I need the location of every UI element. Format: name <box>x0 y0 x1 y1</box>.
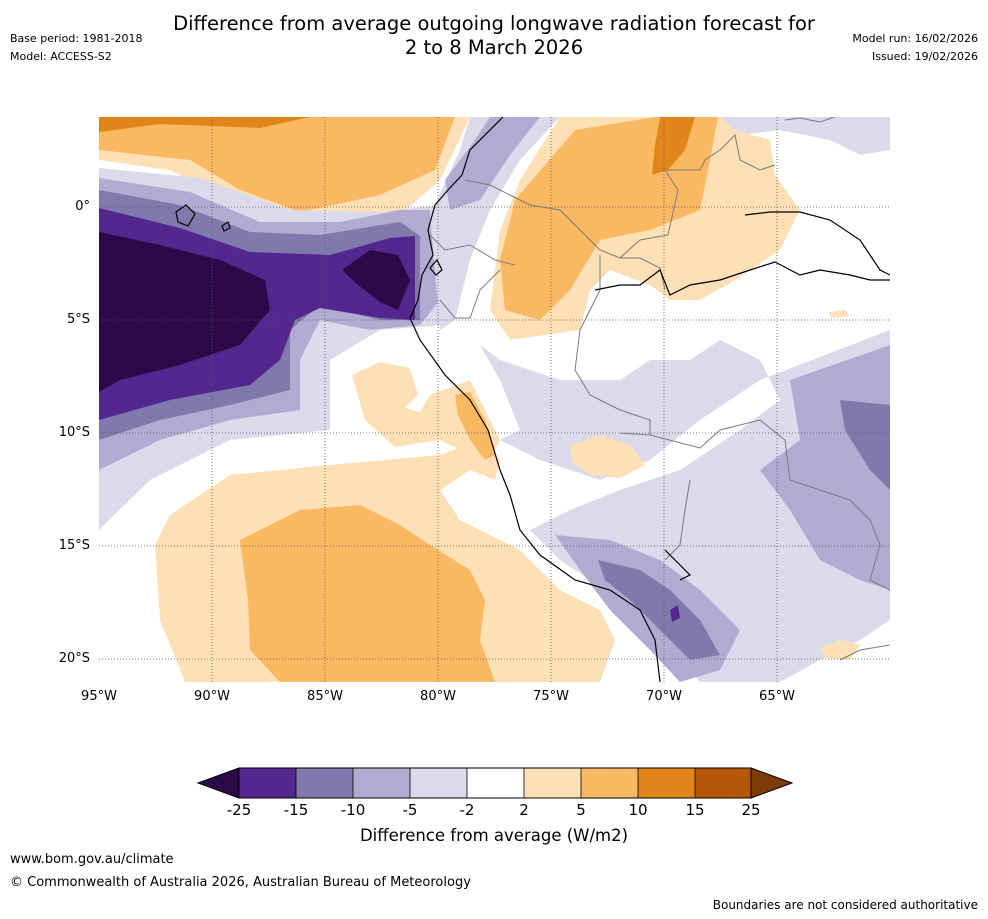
country-borders <box>429 117 890 661</box>
anomaly-region-amazon-warm-strong <box>652 117 695 175</box>
title-line-1: Difference from average outgoing longwav… <box>173 12 815 35</box>
lon-label-90w: 90°W <box>194 689 230 704</box>
issued-date: Issued: 19/02/2026 <box>871 50 978 63</box>
colorbar-tick: 10 <box>628 801 648 819</box>
anomaly-region-coastal-cool-extreme <box>342 250 410 310</box>
colorbar-bin-p15-p25 <box>695 768 751 798</box>
graticule <box>99 117 890 682</box>
anomaly-region-north-warm-strong <box>99 117 310 132</box>
colorbar-bin-p10-p15 <box>638 768 695 798</box>
colorbar-dividers <box>295 768 696 798</box>
lat-label-0: 0° <box>75 199 90 214</box>
colorbar-extend-right <box>750 767 794 799</box>
lon-label-85w: 85°W <box>307 689 343 704</box>
lat-label-20s: 20°S <box>58 651 90 666</box>
anomaly-region-east-cool-lightest <box>480 330 890 682</box>
anomaly-region-west-cool-extreme <box>99 232 270 392</box>
colorbar-bin-m10-m5 <box>353 768 410 798</box>
anomaly-region-east-cool-mid <box>840 400 890 490</box>
lon-label-75w: 75°W <box>533 689 569 704</box>
colorbar-tick: 2 <box>519 801 529 819</box>
anomaly-region-coast-warm-light <box>828 310 850 318</box>
model-name: Model: ACCESS-S2 <box>10 50 112 63</box>
anomaly-region-bolivia-cool-strong <box>670 605 680 622</box>
lon-label-65w: 65°W <box>759 689 795 704</box>
boundaries-disclaimer: Boundaries are not considered authoritat… <box>712 898 978 912</box>
colorbar <box>196 767 794 799</box>
footer-url[interactable]: www.bom.gov.au/climate <box>10 852 174 867</box>
anomaly-region-north-warm <box>99 117 455 212</box>
anomaly-region-south-warm <box>240 505 495 682</box>
anomaly-region-northeast-cool <box>720 117 890 155</box>
colorbar-tick: -15 <box>283 801 309 819</box>
anomaly-region-brazil-warm-light <box>570 435 645 478</box>
colorbar-tick: 5 <box>576 801 586 819</box>
lon-label-80w: 80°W <box>420 689 456 704</box>
base-period: Base period: 1981-2018 <box>10 32 143 45</box>
colorbar-title: Difference from average (W/m2) <box>359 826 629 845</box>
colorbar-tick: -2 <box>459 801 475 819</box>
map-title: Difference from average outgoing longwav… <box>0 12 988 60</box>
colorbar-tick: -5 <box>402 801 418 819</box>
colorbar-bin-m15-m10 <box>296 768 353 798</box>
colorbar-tick: 25 <box>741 801 761 819</box>
lon-label-95w: 95°W <box>81 689 117 704</box>
anomaly-region-peru-warm <box>455 392 495 460</box>
colorbar-tick: -10 <box>340 801 366 819</box>
colorbar-tick: -25 <box>226 801 252 819</box>
lat-label-10s: 10°S <box>58 425 90 440</box>
anomaly-region-peru-warm-light <box>352 362 500 460</box>
copyright-text: © Commonwealth of Australia 2026, Austra… <box>10 875 471 890</box>
lat-label-5s: 5°S <box>66 312 90 327</box>
colorbar-extend-left <box>196 767 240 799</box>
colorbar-bin-p5-p10 <box>581 768 638 798</box>
anomaly-region-bolivia-cool-mid <box>598 560 720 660</box>
meta-left: Base period: 1981-2018 Model: ACCESS-S2 <box>10 30 142 66</box>
model-run: Model run: 16/02/2026 <box>852 32 978 45</box>
meta-right: Model run: 16/02/2026 Issued: 19/02/2026 <box>852 30 978 66</box>
colorbar-bin-m2-p2 <box>467 768 524 798</box>
anomaly-region-andes-cool-mid <box>445 117 540 210</box>
lat-label-15s: 15°S <box>58 538 90 553</box>
title-line-2: 2 to 8 March 2026 <box>404 36 584 59</box>
colorbar-bin-p2-p5 <box>524 768 581 798</box>
colorbar-tick: 15 <box>685 801 705 819</box>
colorbar-bin-m25-m15 <box>239 768 296 798</box>
map-field <box>99 117 890 682</box>
lon-label-70w: 70°W <box>646 689 682 704</box>
colorbar-bin-m5-m2 <box>410 768 467 798</box>
colorbar-outline <box>238 767 752 799</box>
coastlines <box>175 117 890 682</box>
